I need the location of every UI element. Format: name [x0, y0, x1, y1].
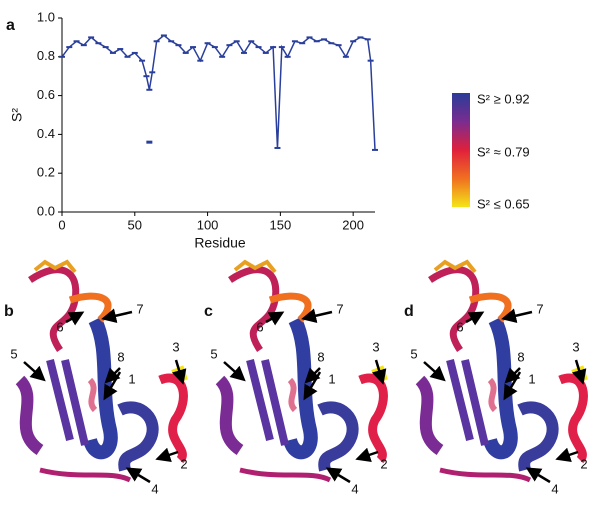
structure-panel: d 1 2 3 4 5 6 7 8: [404, 262, 588, 496]
x-axis-label: Residue: [194, 235, 246, 251]
y-tick-label: 0.2: [37, 165, 55, 180]
arrow: [525, 467, 551, 484]
ribbon: [20, 262, 186, 480]
arrow-label: 3: [372, 339, 379, 354]
x-tick-label: 0: [58, 217, 65, 232]
arrow-label: 3: [172, 339, 179, 354]
structure-panel: b 1 2 3 4 5 6 7 8: [4, 262, 188, 496]
x-tick-label: 100: [197, 217, 219, 232]
arrow: [65, 311, 85, 326]
x-tick-label: 200: [342, 217, 364, 232]
y-tick-label: 0.4: [37, 126, 55, 141]
ribbon: [420, 262, 586, 480]
arrow: [155, 447, 179, 462]
y-tick-label: 0.0: [37, 203, 55, 218]
arrow-label: 6: [456, 319, 463, 334]
arrow: [104, 367, 121, 384]
arrow-label: 5: [410, 346, 417, 361]
arrow: [125, 467, 151, 484]
arrow-label: 7: [136, 301, 143, 316]
arrow-label: 1: [328, 371, 335, 386]
arrow: [501, 308, 533, 324]
arrow: [371, 359, 387, 385]
arrow-label: 2: [380, 456, 387, 471]
arrow: [571, 359, 587, 385]
structures: b 1 2 3 4 5 6 7 8 c 1 2 3 4 5 6 7 8 d 1 2 3 4 5 6 7 8: [4, 262, 588, 496]
colorbar-label: S² ≥ 0.92: [477, 91, 530, 106]
y-tick-label: 1.0: [37, 9, 55, 24]
arrow-label: 8: [117, 349, 124, 364]
arrow: [325, 467, 351, 484]
arrow: [223, 361, 246, 382]
arrow-label: 1: [528, 371, 535, 386]
arrow-label: 4: [551, 481, 558, 496]
arrow-label: 6: [56, 319, 63, 334]
x-tick-label: 150: [270, 217, 292, 232]
arrow-label: 4: [351, 481, 358, 496]
panel-label: b: [4, 303, 14, 320]
panel-label: c: [204, 303, 213, 320]
arrow: [465, 311, 485, 326]
arrow: [171, 359, 187, 385]
y-tick-label: 0.8: [37, 48, 55, 63]
arrow-label: 6: [256, 319, 263, 334]
arrow-label: 8: [317, 349, 324, 364]
arrow: [355, 447, 379, 462]
colorbar: [452, 93, 470, 207]
panel-label: a: [6, 17, 15, 34]
ribbon: [220, 262, 386, 480]
arrow-label: 5: [210, 346, 217, 361]
arrow-label: 2: [180, 456, 187, 471]
colorbar-label: S² ≤ 0.65: [477, 196, 530, 211]
arrow: [304, 367, 321, 384]
outlier: [146, 140, 153, 144]
arrow-label: 7: [336, 301, 343, 316]
arrow: [23, 361, 46, 382]
arrow-label: 8: [517, 349, 524, 364]
arrow-label: 1: [128, 371, 135, 386]
line: [61, 34, 376, 150]
arrow: [555, 447, 579, 462]
arrow: [101, 308, 133, 324]
arrow-label: 5: [10, 346, 17, 361]
arrow-label: 2: [580, 456, 587, 471]
y-tick-label: 0.6: [37, 87, 55, 102]
arrow: [504, 367, 521, 384]
arrow: [265, 311, 285, 326]
arrow-label: 7: [536, 301, 543, 316]
plot: 0.0 0.2 0.4 0.6 0.8 1.0 0 50 100 150 200 S² ≥ 0.92 S…: [37, 9, 530, 232]
arrow: [301, 308, 333, 324]
arrow-label: 4: [151, 481, 158, 496]
structure-panel: c 1 2 3 4 5 6 7 8: [204, 262, 388, 496]
x-tick-label: 50: [128, 217, 142, 232]
colorbar-label: S² ≈ 0.79: [477, 144, 530, 159]
arrow: [423, 361, 446, 382]
arrow-label: 3: [572, 339, 579, 354]
panel-label: d: [404, 303, 414, 320]
y-axis-label: S²: [9, 108, 25, 122]
